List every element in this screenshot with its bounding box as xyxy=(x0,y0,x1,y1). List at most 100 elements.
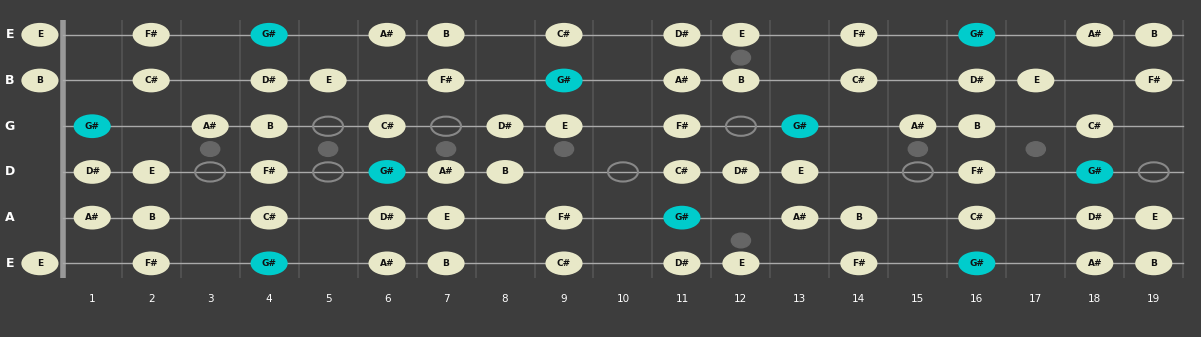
Text: C#: C# xyxy=(557,259,570,268)
Text: E: E xyxy=(443,213,449,222)
Ellipse shape xyxy=(1135,23,1172,47)
Text: D#: D# xyxy=(380,213,395,222)
Ellipse shape xyxy=(486,160,524,184)
Ellipse shape xyxy=(1076,206,1113,229)
Ellipse shape xyxy=(132,160,169,184)
Text: G#: G# xyxy=(793,122,807,131)
Ellipse shape xyxy=(841,251,878,275)
Ellipse shape xyxy=(369,160,406,184)
Ellipse shape xyxy=(369,251,406,275)
Ellipse shape xyxy=(369,206,406,229)
Circle shape xyxy=(731,50,751,65)
Text: F#: F# xyxy=(675,122,688,131)
Ellipse shape xyxy=(958,23,996,47)
Ellipse shape xyxy=(1076,114,1113,138)
Text: C#: C# xyxy=(144,76,159,85)
Text: E: E xyxy=(325,76,331,85)
Ellipse shape xyxy=(251,206,288,229)
Text: G#: G# xyxy=(675,213,689,222)
Ellipse shape xyxy=(251,23,288,47)
Text: F#: F# xyxy=(144,30,159,39)
Circle shape xyxy=(731,233,751,248)
Text: A#: A# xyxy=(1088,259,1103,268)
Text: A#: A# xyxy=(203,122,217,131)
Ellipse shape xyxy=(251,69,288,92)
Ellipse shape xyxy=(1135,251,1172,275)
Text: B: B xyxy=(148,213,155,222)
Ellipse shape xyxy=(22,251,59,275)
Text: 2: 2 xyxy=(148,294,155,304)
Ellipse shape xyxy=(958,206,996,229)
Text: G#: G# xyxy=(969,259,985,268)
Ellipse shape xyxy=(722,251,759,275)
Text: B: B xyxy=(5,74,14,87)
Text: G#: G# xyxy=(262,30,276,39)
Ellipse shape xyxy=(192,114,228,138)
Ellipse shape xyxy=(663,251,700,275)
Ellipse shape xyxy=(722,160,759,184)
Ellipse shape xyxy=(663,160,700,184)
Text: 3: 3 xyxy=(207,294,214,304)
Ellipse shape xyxy=(428,23,465,47)
Ellipse shape xyxy=(251,251,288,275)
Text: 13: 13 xyxy=(794,294,807,304)
Text: C#: C# xyxy=(557,30,570,39)
Ellipse shape xyxy=(1135,206,1172,229)
Text: F#: F# xyxy=(852,259,866,268)
Text: C#: C# xyxy=(262,213,276,222)
Text: A#: A# xyxy=(793,213,807,222)
Ellipse shape xyxy=(1076,23,1113,47)
Text: E: E xyxy=(6,28,14,41)
Ellipse shape xyxy=(663,206,700,229)
Circle shape xyxy=(1026,142,1045,156)
Ellipse shape xyxy=(958,114,996,138)
Text: B: B xyxy=(973,122,980,131)
Text: 8: 8 xyxy=(502,294,508,304)
Text: 19: 19 xyxy=(1147,294,1160,304)
Circle shape xyxy=(318,142,337,156)
Text: A: A xyxy=(5,211,14,224)
Text: C#: C# xyxy=(852,76,866,85)
Ellipse shape xyxy=(958,251,996,275)
Text: 18: 18 xyxy=(1088,294,1101,304)
Text: E: E xyxy=(737,259,743,268)
Ellipse shape xyxy=(1076,160,1113,184)
Ellipse shape xyxy=(663,114,700,138)
Text: E: E xyxy=(737,30,743,39)
Text: A#: A# xyxy=(438,167,453,177)
Ellipse shape xyxy=(369,114,406,138)
Text: B: B xyxy=(1151,259,1158,268)
Ellipse shape xyxy=(132,206,169,229)
Text: A#: A# xyxy=(380,30,394,39)
Ellipse shape xyxy=(1017,69,1054,92)
Ellipse shape xyxy=(22,69,59,92)
Ellipse shape xyxy=(486,114,524,138)
Circle shape xyxy=(555,142,574,156)
Text: B: B xyxy=(737,76,745,85)
Ellipse shape xyxy=(369,23,406,47)
Text: 4: 4 xyxy=(265,294,273,304)
Ellipse shape xyxy=(663,69,700,92)
Text: E: E xyxy=(6,257,14,270)
Text: A#: A# xyxy=(675,76,689,85)
Text: G#: G# xyxy=(969,30,985,39)
Text: 10: 10 xyxy=(616,294,629,304)
Ellipse shape xyxy=(782,206,818,229)
Text: E: E xyxy=(796,167,803,177)
Text: D#: D# xyxy=(497,122,513,131)
Circle shape xyxy=(908,142,927,156)
Ellipse shape xyxy=(958,160,996,184)
Text: G#: G# xyxy=(262,259,276,268)
Text: C#: C# xyxy=(380,122,394,131)
Ellipse shape xyxy=(841,206,878,229)
Ellipse shape xyxy=(782,114,818,138)
Ellipse shape xyxy=(73,160,110,184)
Ellipse shape xyxy=(900,114,937,138)
Text: E: E xyxy=(37,259,43,268)
Ellipse shape xyxy=(722,23,759,47)
Ellipse shape xyxy=(1135,69,1172,92)
Text: D#: D# xyxy=(1087,213,1103,222)
Text: F#: F# xyxy=(970,167,984,177)
Text: 15: 15 xyxy=(912,294,925,304)
Ellipse shape xyxy=(1076,251,1113,275)
